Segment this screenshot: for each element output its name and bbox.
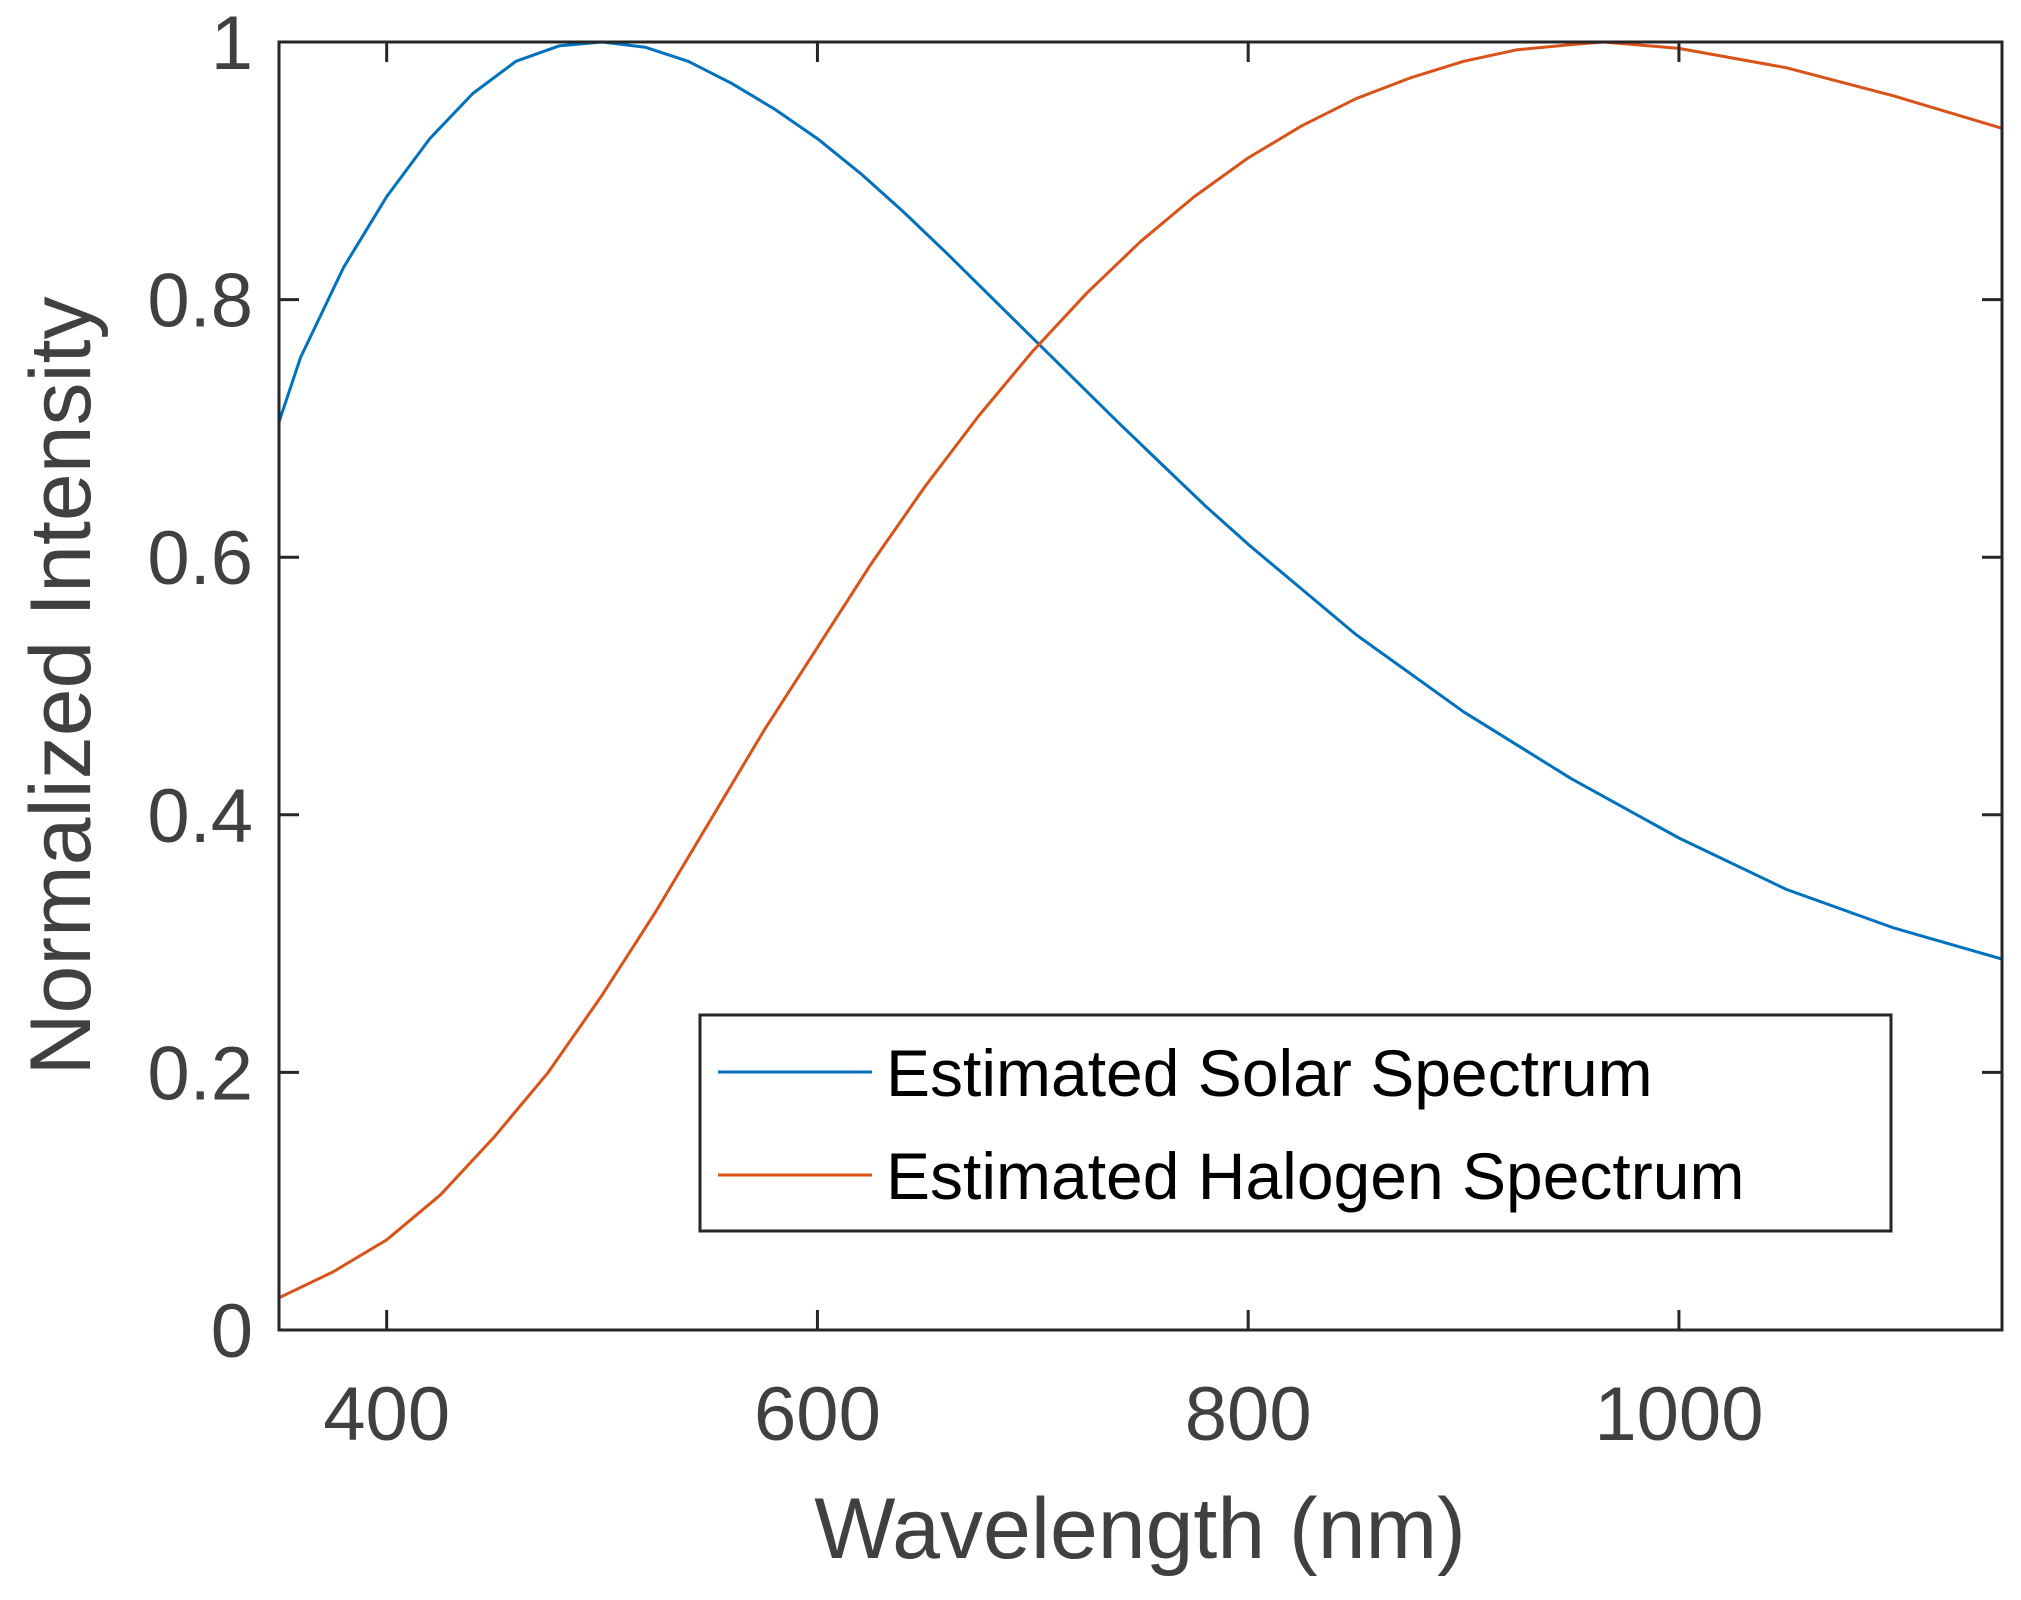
legend-label-halogen: Estimated Halogen Spectrum [886, 1139, 1744, 1213]
x-tick-label: 600 [754, 1372, 881, 1457]
y-tick-label: 1 [211, 1, 253, 86]
x-tick-label: 400 [323, 1372, 450, 1457]
legend-box [698, 1013, 1893, 1233]
ticks-layer [279, 40, 2002, 1332]
series-line-halogen [277, 40, 2004, 1300]
y-tick-label: 0.8 [147, 259, 253, 344]
x-tick-label: 800 [1185, 1372, 1312, 1457]
legend: Estimated Solar Spectrum Estimated Halog… [698, 1013, 1893, 1233]
y-tick-label: 0.6 [147, 516, 253, 601]
y-axis-label: Normalized Intensity [13, 296, 109, 1075]
y-tick-label: 0.2 [147, 1031, 253, 1116]
x-tick-label: 1000 [1594, 1372, 1763, 1457]
y-tick-label: 0 [211, 1289, 253, 1374]
legend-label-solar: Estimated Solar Spectrum [886, 1036, 1653, 1110]
series-layer [277, 40, 2004, 1300]
y-tick-label: 0.4 [147, 774, 253, 859]
x-tick-labels: 400 600 800 1000 [323, 1372, 1763, 1457]
plot-area-frame [277, 40, 2004, 1332]
x-axis-label: Wavelength (nm) [814, 1481, 1466, 1577]
y-tick-labels: 0 0.2 0.4 0.6 0.8 1 [147, 1, 253, 1374]
series-line-solar [277, 40, 2004, 961]
